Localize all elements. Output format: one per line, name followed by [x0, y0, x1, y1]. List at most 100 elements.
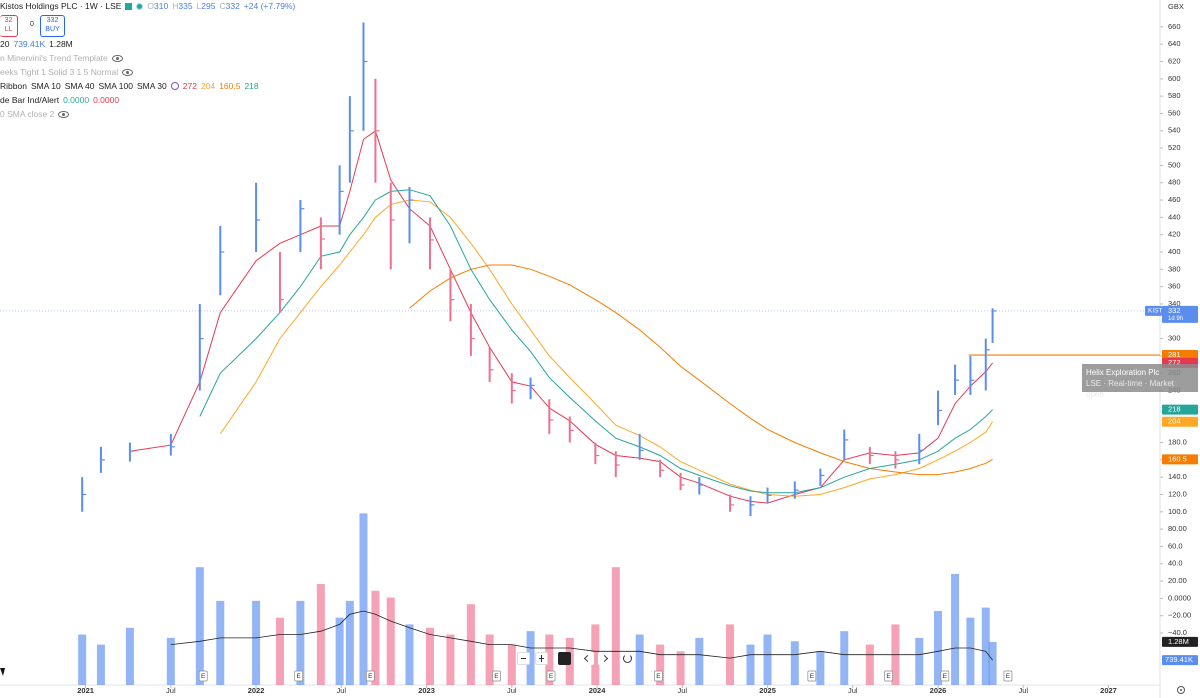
volume-bar — [335, 617, 344, 685]
volume-bar — [816, 651, 825, 685]
market-status-icon — [125, 2, 133, 10]
price-tag-box — [1162, 416, 1198, 427]
volume-bar — [591, 624, 600, 685]
reset-button[interactable] — [558, 652, 571, 665]
price-tag-label: 272 — [1168, 358, 1181, 367]
earnings-box — [294, 670, 304, 682]
tooltip-subtitle: LSE · Real-time · Market open — [1086, 379, 1175, 399]
price-tag: 281 — [1162, 350, 1198, 361]
earnings-label: E — [656, 673, 661, 680]
volume-bar — [988, 641, 997, 685]
earnings-marker[interactable]: E — [546, 670, 556, 682]
price-bar — [408, 187, 411, 244]
visibility-icon[interactable] — [58, 110, 70, 118]
ohlc-value: 310 — [154, 1, 169, 11]
sell-price: 32 — [4, 17, 13, 24]
volume-bar — [746, 644, 755, 685]
price-bar — [362, 22, 365, 131]
volume-ma-line — [170, 610, 993, 661]
y-tick-label: 180.0 — [1168, 438, 1187, 447]
symbol-line: Kistos Holdings PLC · 1W · LSE O310 H335… — [0, 1, 295, 11]
volume-line: 20 739.41K 1.28M — [0, 39, 73, 49]
volume-bar — [78, 634, 87, 685]
ribbon-series-name: SMA 10 — [30, 81, 61, 91]
earnings-label: E — [886, 673, 891, 680]
y-tick-label: 440 — [1168, 212, 1181, 221]
settings-icon[interactable] — [1177, 686, 1185, 694]
sell-label: LL — [4, 26, 13, 33]
price-bar — [729, 494, 732, 512]
earnings-marker[interactable]: E — [884, 670, 893, 682]
ohlc-value: 335 — [178, 1, 193, 11]
price-bar — [819, 468, 822, 486]
price-bar — [198, 303, 201, 391]
y-tick-label: 620 — [1168, 56, 1181, 65]
ribbon-line: Ribbon SMA 10 SMA 40 SMA 100 SMA 30 272 204 16… — [0, 81, 259, 91]
y-tick-label: 420 — [1168, 230, 1181, 239]
volume-bar — [545, 634, 554, 685]
price-bar — [338, 165, 341, 235]
x-tick-label: 2022 — [248, 686, 265, 695]
moving-average-line — [129, 129, 993, 504]
earnings-marker[interactable]: E — [365, 670, 375, 682]
ribbon-series-value: 218 — [244, 81, 259, 91]
price-tag-label: 281 — [1168, 350, 1181, 359]
sell-button[interactable]: 32 LL — [0, 15, 18, 37]
symbol-title: Kistos Holdings PLC · 1W · LSE — [0, 1, 122, 11]
visibility-icon[interactable] — [111, 54, 123, 62]
tooltip-title: Helix Exploration Plc — [1086, 368, 1160, 377]
scroll-right-button[interactable] — [598, 652, 611, 665]
earnings-marker[interactable]: E — [940, 670, 950, 682]
x-tick-label: Jul — [677, 686, 687, 695]
earnings-marker[interactable]: E — [198, 670, 208, 682]
zoom-in-button[interactable] — [535, 652, 548, 665]
earnings-marker[interactable]: E — [492, 670, 501, 682]
price-pane — [0, 22, 1160, 517]
indicator-name: eeks Tight 1 Solid 3 1 5 Normal — [0, 67, 119, 77]
indicator-line: 0 SMA close 2 — [0, 109, 70, 119]
volume-bar — [96, 644, 105, 685]
volume-bar — [656, 644, 665, 685]
settings-icon[interactable] — [170, 82, 179, 90]
volume-bar — [359, 513, 368, 685]
earnings-label: E — [494, 673, 499, 680]
volume-bar — [485, 634, 494, 685]
y-tick-label: 60.0 — [1168, 541, 1183, 550]
refresh-button[interactable] — [621, 652, 634, 665]
ribbon-series-name: SMA 30 — [137, 81, 167, 91]
volume-bar — [252, 600, 261, 685]
live-dot — [136, 2, 144, 10]
moving-average-line — [219, 199, 994, 497]
y-tick-label: 300 — [1168, 334, 1181, 343]
earnings-box — [546, 670, 556, 682]
x-tick-label: Jul — [166, 686, 176, 695]
earnings-label: E — [297, 673, 302, 680]
price-bar — [529, 377, 532, 400]
earnings-marker[interactable]: E — [294, 670, 304, 682]
earnings-marker[interactable]: E — [807, 670, 817, 682]
ribbon-series-name: SMA 40 — [64, 81, 95, 91]
buy-button[interactable]: 332 BUY — [40, 15, 65, 37]
price-bar — [843, 429, 846, 460]
y-tick-label: 0.0000 — [1168, 593, 1191, 602]
spread: 0 — [30, 21, 34, 28]
buy-label: BUY — [45, 26, 60, 33]
x-tick-label: Jul — [337, 686, 347, 695]
earnings-marker[interactable]: E — [1003, 670, 1013, 682]
zoom-out-button[interactable] — [517, 652, 530, 665]
volume-bar — [345, 600, 354, 685]
earnings-marker[interactable]: E — [654, 670, 663, 682]
last-price-box — [1162, 305, 1198, 323]
x-tick-label: Jul — [848, 686, 858, 695]
scroll-left-button[interactable] — [581, 652, 594, 665]
price-bar — [278, 252, 281, 313]
ribbon-name: Ribbon — [0, 81, 27, 91]
price-bar — [991, 308, 994, 343]
indicator-line: eeks Tight 1 Solid 3 1 5 Normal — [0, 67, 134, 77]
price-tag-box — [1162, 350, 1198, 361]
price-bar — [255, 182, 258, 253]
y-tick-label: 140.0 — [1168, 472, 1187, 481]
earnings-box — [492, 670, 501, 682]
ribbon-series-name: SMA 100 — [98, 81, 134, 91]
visibility-icon[interactable] — [122, 68, 134, 76]
